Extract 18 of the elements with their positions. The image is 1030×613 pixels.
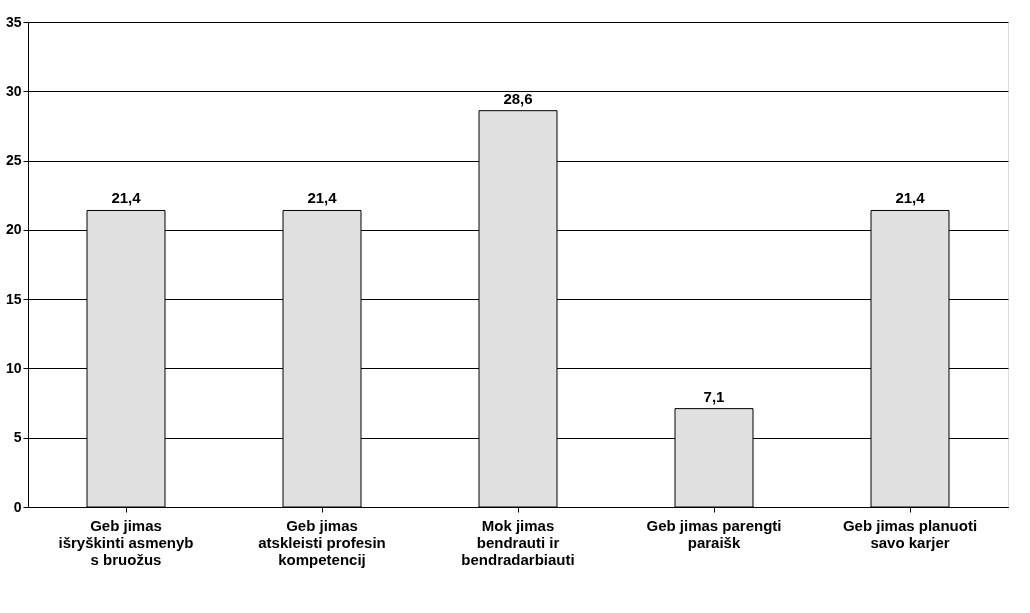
x-tick-label: Geb jimas išryškinti asmenyb s bruožus: [58, 516, 194, 568]
x-tick-label: Geb jimas atskleisti profesin kompetencij: [258, 516, 386, 568]
y-tick-label: 5: [13, 429, 22, 446]
data-label: 7,1: [703, 387, 725, 405]
x-tick-label: Geb jimas planuoti savo karjer: [842, 516, 978, 551]
data-label: 21,4: [307, 189, 338, 207]
y-tick-label: 15: [5, 290, 22, 307]
x-tick-label: Geb jimas parengti paraišk: [646, 516, 782, 551]
y-tick-label: 20: [5, 221, 22, 238]
y-tick-label: 0: [13, 498, 22, 515]
y-tick-label: 30: [5, 82, 22, 99]
data-label: 28,6: [503, 89, 533, 107]
y-tick-label: 25: [5, 152, 22, 169]
x-tick-label: Mok jimas bendrauti ir bendradarbiauti: [461, 516, 575, 568]
y-tick-label: 10: [5, 359, 22, 376]
data-label: 21,4: [895, 189, 926, 207]
data-label: 21,4: [111, 189, 142, 207]
y-tick-label: 35: [5, 13, 22, 30]
